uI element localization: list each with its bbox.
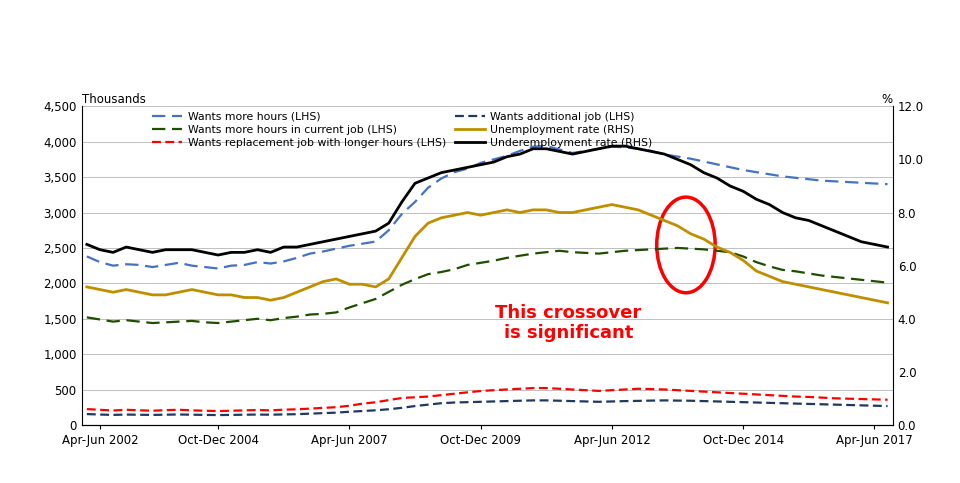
Legend: Wants more hours (LHS), Wants more hours in current job (LHS), Wants replacement: Wants more hours (LHS), Wants more hours… [152, 112, 653, 148]
Text: This crossover
is significant: This crossover is significant [495, 304, 641, 342]
Text: Thousands: Thousands [82, 93, 146, 106]
Text: %: % [881, 93, 893, 106]
